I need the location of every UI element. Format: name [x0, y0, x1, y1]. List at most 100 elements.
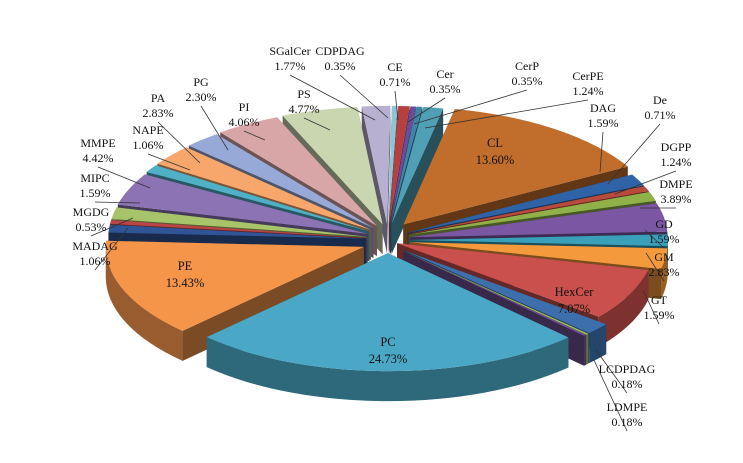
- slice-top-de: [408, 186, 649, 234]
- label-name-gt: GT: [651, 293, 668, 307]
- slice-top-dgpp: [408, 192, 656, 235]
- label-value-cerp: 0.35%: [512, 74, 543, 88]
- label-name-gd: GD: [655, 217, 673, 231]
- slice-top-ps: [282, 106, 383, 225]
- slice-side-pc: [206, 337, 569, 402]
- slice-top-dmpe: [409, 203, 668, 238]
- label-value-dmpe: 3.89%: [661, 192, 692, 206]
- slice-top-pc: [206, 253, 569, 372]
- slice-top-gm: [409, 242, 668, 270]
- label-value-mgdg: 0.53%: [76, 220, 107, 234]
- label-value-de: 0.71%: [645, 108, 676, 122]
- label-name-cer: Cer: [436, 67, 453, 81]
- label-value-cer: 0.35%: [430, 82, 461, 96]
- slice-top-mipc: [111, 207, 367, 237]
- slice-top-madag: [108, 224, 367, 239]
- label-value-nape: 1.06%: [133, 138, 164, 152]
- slice-top-cerpe: [391, 107, 444, 225]
- slice-top-sgalcer: [361, 105, 391, 224]
- leader-ps: [303, 117, 331, 131]
- slice-pe: [105, 240, 364, 361]
- label-name-sgalcer: SGalCer: [269, 44, 310, 58]
- leader-dag: [599, 131, 604, 173]
- slice-top-gd: [409, 234, 668, 247]
- slice-side-gt: [589, 324, 607, 364]
- label-name-pa: PA: [151, 91, 166, 105]
- slice-side-hexcer: [598, 270, 649, 347]
- label-name-lcdpdag: LCDPDAG: [599, 362, 656, 376]
- label-name-hexcer: HexCer: [555, 285, 595, 299]
- label-value-lcdpdag: 0.18%: [612, 377, 643, 391]
- leader-cer: [407, 97, 446, 123]
- label-value-dgpp: 1.24%: [661, 155, 692, 169]
- slice-pc: [206, 253, 569, 402]
- label-value-madag: 1.06%: [80, 254, 111, 268]
- slice-top-pi: [220, 117, 377, 227]
- label-name-dag: DAG: [590, 101, 616, 115]
- slice-wall-sgalcer: [387, 105, 391, 254]
- label-value-gd: 1.59%: [649, 232, 680, 246]
- label-name-de: De: [653, 93, 667, 107]
- label-name-ps: PS: [297, 87, 310, 101]
- label-name-cerpe: CerPE: [572, 69, 603, 83]
- label-value-mmpe: 4.42%: [83, 151, 114, 165]
- leader-mipc: [94, 201, 141, 204]
- label-name-madag: MADAG: [72, 239, 118, 253]
- leader-pa: [157, 121, 201, 164]
- slice-top-mgdg: [109, 220, 367, 238]
- label-value-pe: 13.43%: [166, 276, 205, 290]
- slice-wall-cerpe: [391, 108, 444, 255]
- label-name-ldmpe: LDMPE: [607, 400, 648, 414]
- slice-top-ldmpe: [403, 251, 587, 336]
- slice-top-cdpdag: [388, 105, 398, 224]
- leader-dgpp: [614, 170, 677, 195]
- label-value-pg: 2.30%: [186, 90, 217, 104]
- leader-cerp: [413, 89, 528, 125]
- slice-side-ldmpe: [583, 334, 587, 366]
- slice-top-cer: [389, 106, 417, 224]
- leader-sgalcer: [289, 74, 376, 121]
- slice-top-hexcer: [396, 243, 649, 317]
- slice-top-nape: [146, 165, 370, 232]
- label-value-ldmpe: 0.18%: [612, 415, 643, 429]
- slice-top-ce: [389, 105, 410, 224]
- leader-ce: [394, 90, 399, 121]
- label-name-nape: NAPE: [132, 123, 163, 137]
- leader-de: [607, 123, 661, 185]
- slice-top-lcdpdag: [403, 251, 589, 335]
- label-value-sgalcer: 1.77%: [275, 59, 306, 73]
- leader-gd: [644, 229, 665, 249]
- leader-mgdg: [90, 217, 134, 237]
- label-value-ps: 4.77%: [289, 102, 320, 116]
- slice-top-dag: [407, 174, 644, 233]
- leader-ldmpe: [593, 359, 628, 432]
- slice-top-pe: [105, 240, 364, 331]
- slice-side-pe: [105, 246, 183, 361]
- slice-cerpe: [391, 107, 444, 255]
- label-name-pg: PG: [193, 75, 209, 89]
- label-name-dgpp: DGPP: [661, 140, 692, 154]
- label-value-ce: 0.71%: [380, 75, 411, 89]
- label-name-gm: GM: [654, 250, 674, 264]
- label-name-cl: CL: [487, 136, 503, 150]
- pie-slices: [105, 105, 668, 402]
- label-name-cerp: CerP: [515, 59, 539, 73]
- label-name-mgdg: MGDG: [73, 205, 110, 219]
- label-name-mipc: MIPC: [80, 171, 109, 185]
- label-value-cdpdag: 0.35%: [325, 59, 356, 73]
- label-name-cdpdag: CDPDAG: [315, 44, 365, 58]
- slice-top-cerp: [390, 106, 423, 225]
- label-value-hexcer: 7.07%: [558, 302, 590, 316]
- slice-top-cl: [403, 108, 628, 225]
- slice-side-lcdpdag: [586, 333, 589, 365]
- label-name-mmpe: MMPE: [80, 136, 115, 150]
- label-value-cl: 13.60%: [476, 153, 515, 167]
- slice-top-pa: [157, 147, 371, 230]
- label-value-gt: 1.59%: [644, 308, 675, 322]
- label-name-pi: PI: [239, 100, 250, 114]
- slice-top-mmpe: [117, 174, 368, 234]
- label-value-pa: 2.83%: [143, 106, 174, 120]
